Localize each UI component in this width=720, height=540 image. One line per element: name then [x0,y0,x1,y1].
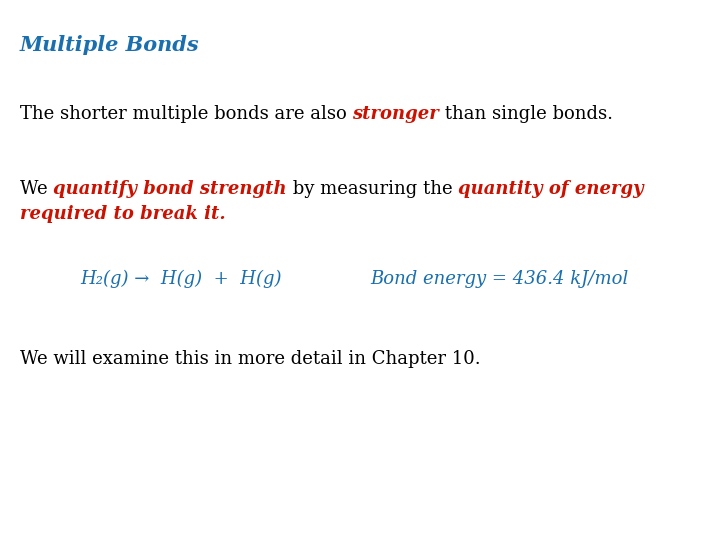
Text: required to break it.: required to break it. [20,205,225,223]
Text: Multiple Bonds: Multiple Bonds [20,35,199,55]
Text: quantity of energy: quantity of energy [459,180,644,198]
Text: than single bonds.: than single bonds. [439,105,613,123]
Text: We: We [20,180,53,198]
Text: Bond energy = 436.4 kJ/mol: Bond energy = 436.4 kJ/mol [370,270,629,288]
Text: quantify bond strength: quantify bond strength [53,180,287,198]
Text: H₂(g) →  H(g)  +  H(g): H₂(g) → H(g) + H(g) [80,270,282,288]
Text: The shorter multiple bonds are also: The shorter multiple bonds are also [20,105,353,123]
Text: We will examine this in more detail in Chapter 10.: We will examine this in more detail in C… [20,350,481,368]
Text: stronger: stronger [353,105,439,123]
Text: by measuring the: by measuring the [287,180,459,198]
